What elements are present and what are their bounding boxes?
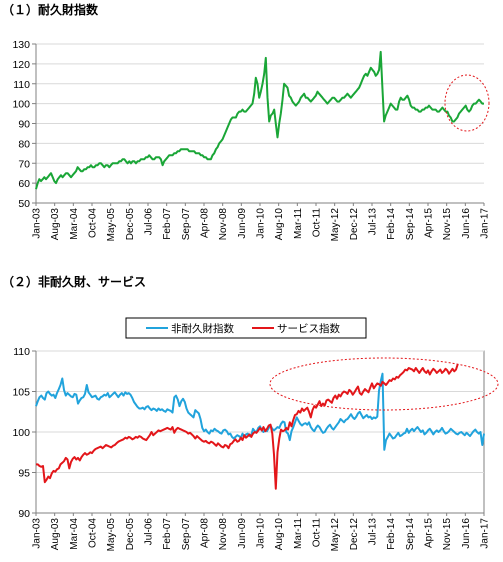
y-tick-label-90: 90	[18, 508, 30, 520]
x-tick-label-feb-07: Feb-07	[162, 518, 173, 550]
x-tick-label-jan-03: Jan-03	[32, 208, 43, 239]
legend: 非耐久財指数 サービス指数	[125, 317, 367, 339]
y-tick-label-110: 110	[13, 79, 30, 91]
x-tick-label-may-12: May-12	[330, 518, 341, 552]
x-tick-label-jul-13: Jul-13	[368, 208, 379, 236]
x-tick-label-jan-17: Jan-17	[480, 208, 491, 239]
x-tick-label-nov-15: Nov-15	[442, 518, 453, 551]
x-tick-label-jan-17: Jan-17	[480, 518, 491, 549]
x-tick-label-jul-13: Jul-13	[368, 518, 379, 546]
x-tick-label-jul-06: Jul-06	[144, 208, 155, 236]
durable-index-chart: 50 60 70 80 90 100 110 120 130 Jan-03 Aug-03 Mar-04…	[12, 39, 491, 242]
x-tick-label-dec-05: Dec-05	[125, 208, 136, 241]
x-tick-label-jan-10: Jan-10	[256, 518, 267, 549]
y-tick-label-100: 100	[12, 427, 30, 439]
y-tick-label-70: 70	[18, 158, 30, 170]
y-tick-label-130: 130	[12, 39, 30, 51]
y-tick-label-120: 120	[12, 59, 30, 71]
x-tick-label-oct-11: Oct-11	[312, 208, 323, 238]
x-tick-label-mar-04: Mar-04	[69, 208, 80, 240]
x-tick-label-sep-14: Sep-14	[405, 518, 416, 551]
y-tick-label-80: 80	[18, 138, 30, 150]
x-tick-label-apr-15: Apr-15	[424, 208, 435, 238]
x-tick-label-sep-07: Sep-07	[181, 518, 192, 551]
x-tick-label-apr-08: Apr-08	[200, 518, 211, 548]
x-tick-label-jun-16: Jun-16	[461, 518, 472, 549]
x-tick-label-mar-04: Mar-04	[69, 518, 80, 550]
x-tick-label-mar-11: Mar-11	[293, 518, 304, 549]
y-tick-label-60: 60	[18, 178, 30, 190]
y-tick-label-105: 105	[12, 387, 30, 399]
x-tick-label-sep-14: Sep-14	[405, 208, 416, 241]
x-tick-label-oct-04: Oct-04	[88, 518, 99, 548]
x-tick-label-apr-08: Apr-08	[200, 208, 211, 238]
x-tick-label-jul-06: Jul-06	[144, 518, 155, 546]
x-tick-label-aug-03: Aug-03	[50, 518, 61, 551]
x-tick-label-jan-10: Jan-10	[256, 208, 267, 239]
series-line-durable	[35, 50, 484, 190]
x-tick-label-oct-04: Oct-04	[88, 208, 99, 238]
nondurable-services-section-title: （２）非耐久財、サービス	[2, 275, 147, 289]
legend-label-nondurable: 非耐久財指数	[171, 322, 234, 335]
x-tick-label-jan-03: Jan-03	[32, 518, 43, 549]
x-tick-label-mar-11: Mar-11	[293, 208, 304, 239]
durable-section-title: （１）耐久財指数	[2, 3, 99, 17]
x-tick-label-oct-11: Oct-11	[312, 518, 323, 548]
y-tick-label-50: 50	[18, 198, 30, 210]
series-line-1	[36, 363, 459, 490]
x-tick-label-nov-08: Nov-08	[218, 518, 229, 551]
x-tick-label-apr-15: Apr-15	[424, 518, 435, 548]
x-tick-label-jun-09: Jun-09	[237, 208, 248, 239]
x-tick-label-dec-05: Dec-05	[125, 518, 136, 551]
x-tick-label-dec-12: Dec-12	[349, 208, 360, 241]
legend-label-services: サービス指数	[277, 322, 340, 335]
legend-box	[125, 317, 367, 339]
x-tick-label-aug-03: Aug-03	[50, 208, 61, 241]
series-line-0	[35, 372, 485, 451]
x-tick-label-may-05: May-05	[106, 208, 117, 242]
x-tick-label-jun-09: Jun-09	[237, 518, 248, 549]
x-tick-label-aug-10: Aug-10	[274, 518, 285, 551]
highlight-ellipse	[269, 357, 499, 411]
x-tick-label-nov-15: Nov-15	[442, 208, 453, 241]
x-tick-label-dec-12: Dec-12	[349, 518, 360, 551]
y-tick-label-110: 110	[13, 346, 30, 358]
x-tick-label-may-05: May-05	[106, 518, 117, 552]
x-tick-label-feb-14: Feb-14	[386, 208, 397, 240]
y-tick-label-95: 95	[18, 468, 30, 480]
x-tick-label-sep-07: Sep-07	[181, 208, 192, 241]
y-tick-label-90: 90	[18, 119, 30, 131]
x-tick-label-may-12: May-12	[330, 208, 341, 242]
y-tick-label-100: 100	[12, 99, 30, 111]
x-tick-label-nov-08: Nov-08	[218, 208, 229, 241]
x-tick-label-feb-14: Feb-14	[386, 518, 397, 550]
x-tick-label-feb-07: Feb-07	[162, 208, 173, 240]
x-tick-label-jun-16: Jun-16	[461, 208, 472, 239]
highlight-ellipse	[444, 74, 490, 132]
x-tick-label-aug-10: Aug-10	[274, 208, 285, 241]
